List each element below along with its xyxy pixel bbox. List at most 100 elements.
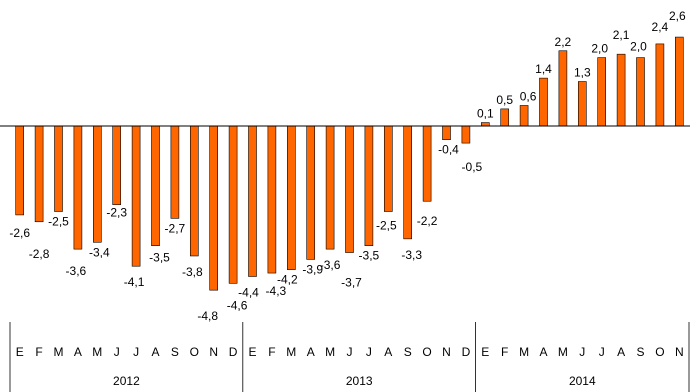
- month-label-11: N: [209, 345, 218, 359]
- data-label-30: 1,3: [574, 66, 591, 80]
- month-label-13: E: [248, 345, 256, 359]
- data-label-34: 2,4: [652, 20, 669, 34]
- month-label-14: F: [268, 345, 275, 359]
- bar-33: [636, 57, 645, 127]
- data-label-14: -4,3: [266, 284, 287, 298]
- bar-28: [539, 77, 548, 127]
- data-label-23: -0,4: [438, 143, 459, 157]
- bar-14: [267, 125, 277, 274]
- month-label-12: D: [229, 345, 238, 359]
- data-label-10: -3,8: [182, 265, 203, 279]
- data-label-3: -2,5: [48, 215, 69, 229]
- bar-16: [306, 125, 316, 260]
- data-label-8: -3,5: [149, 251, 170, 265]
- month-label-3: M: [54, 345, 64, 359]
- data-label-18: -3,7: [341, 276, 362, 290]
- month-label-28: A: [539, 345, 547, 359]
- bar-9: [170, 125, 180, 219]
- month-label-7: J: [133, 345, 139, 359]
- bar-30: [577, 81, 587, 127]
- month-label-1: E: [16, 345, 24, 359]
- data-label-20: -2,5: [376, 219, 397, 233]
- bar-3: [54, 125, 63, 212]
- bar-6: [112, 125, 121, 205]
- bar-24: [461, 125, 471, 144]
- month-label-24: D: [462, 345, 471, 359]
- data-label-11: -4,8: [197, 309, 218, 323]
- month-label-23: N: [442, 345, 451, 359]
- data-label-22: -2,2: [417, 214, 438, 228]
- bar-12: [228, 125, 238, 284]
- data-label-13: -4,4: [238, 285, 259, 299]
- bar-20: [383, 125, 393, 212]
- bar-34: [655, 43, 665, 127]
- month-label-8: A: [151, 345, 159, 359]
- year-label-2013: 2013: [346, 374, 373, 388]
- month-label-26: F: [501, 345, 508, 359]
- month-label-25: E: [481, 345, 489, 359]
- data-label-31: 2,0: [591, 42, 608, 56]
- bar-5: [93, 125, 102, 243]
- data-label-25: 0,1: [477, 107, 494, 121]
- month-label-32: A: [617, 345, 625, 359]
- data-label-5: -3,4: [89, 245, 110, 259]
- bar-13: [248, 125, 257, 277]
- month-label-30: J: [579, 345, 585, 359]
- bar-7: [131, 125, 141, 267]
- data-label-1: -2,6: [9, 226, 30, 240]
- bar-23: [442, 125, 451, 140]
- month-label-15: M: [286, 345, 296, 359]
- data-label-17: -3,6: [320, 258, 341, 272]
- bar-18: [345, 125, 354, 253]
- data-label-35: 2,6: [669, 9, 686, 23]
- month-label-33: S: [636, 345, 644, 359]
- month-label-9: S: [171, 345, 179, 359]
- month-label-10: O: [190, 345, 199, 359]
- month-label-35: N: [675, 345, 684, 359]
- data-label-21: -3,3: [401, 248, 422, 262]
- bar-11: [209, 125, 218, 291]
- month-label-17: M: [325, 345, 335, 359]
- data-label-12: -4,6: [227, 298, 248, 312]
- month-label-21: S: [404, 345, 412, 359]
- bar-19: [364, 125, 374, 246]
- month-label-6: J: [114, 345, 120, 359]
- data-label-28: 1,4: [535, 62, 552, 76]
- bar-27: [519, 105, 529, 127]
- month-label-20: A: [384, 345, 392, 359]
- month-label-5: M: [92, 345, 102, 359]
- year-label-2014: 2014: [569, 374, 596, 388]
- bar-10: [190, 125, 199, 257]
- bar-22: [422, 125, 432, 202]
- month-label-2: F: [35, 345, 42, 359]
- month-label-19: J: [366, 345, 372, 359]
- bar-29: [558, 50, 568, 127]
- month-label-34: O: [655, 345, 664, 359]
- month-label-31: J: [599, 345, 605, 359]
- data-label-33: 2,0: [630, 40, 647, 54]
- bar-4: [73, 125, 83, 250]
- data-label-29: 2,2: [555, 35, 572, 49]
- data-label-7: -4,1: [124, 275, 145, 289]
- data-label-16: -3,9: [302, 262, 323, 276]
- data-label-19: -3,5: [359, 249, 380, 263]
- bar-35: [674, 36, 684, 127]
- data-label-4: -3,6: [66, 264, 87, 278]
- data-label-24: -0,5: [462, 160, 483, 174]
- bar-21: [403, 125, 413, 240]
- month-label-16: A: [307, 345, 315, 359]
- bar-31: [597, 57, 607, 127]
- data-label-15: -4,2: [277, 273, 298, 287]
- year-label-2012: 2012: [113, 374, 140, 388]
- data-label-9: -2,7: [165, 221, 186, 235]
- bar-26: [500, 108, 510, 127]
- data-label-27: 0,6: [520, 89, 537, 103]
- month-label-29: M: [558, 345, 568, 359]
- data-label-26: 0,5: [496, 93, 513, 107]
- month-label-22: O: [422, 345, 431, 359]
- data-label-32: 2,1: [613, 28, 630, 42]
- bar-1: [15, 125, 24, 216]
- bar-15: [286, 125, 296, 270]
